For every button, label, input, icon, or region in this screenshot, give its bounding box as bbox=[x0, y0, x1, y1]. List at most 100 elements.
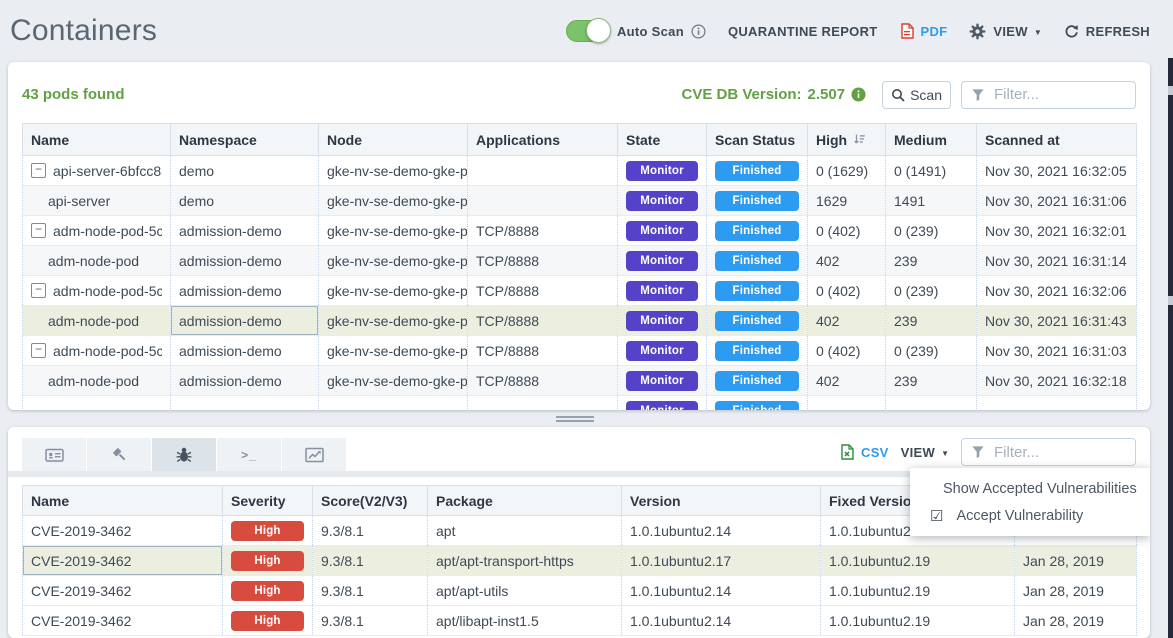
col-scanned-at[interactable]: Scanned at bbox=[976, 123, 1137, 156]
vuln-filter-input[interactable] bbox=[992, 442, 1126, 462]
severity-badge: High bbox=[231, 610, 304, 631]
collapse-icon[interactable]: − bbox=[31, 163, 46, 178]
vulnerabilities-panel: >_ bbox=[8, 427, 1150, 638]
header-controls: Auto Scan QUARANTINE REPORT PDF bbox=[565, 18, 1150, 43]
pod-row[interactable]: − adm-node-pod-5cff admission-demo gke-nv… bbox=[22, 275, 1137, 306]
menu-item-show-accepted[interactable]: Show Accepted Vulnerabilities bbox=[910, 475, 1150, 503]
scan-status-badge: Finished bbox=[715, 370, 799, 391]
page-title: Containers bbox=[10, 14, 158, 47]
splitter-handle-icon bbox=[556, 416, 594, 422]
col-name[interactable]: Name bbox=[22, 123, 171, 156]
detail-tabs: >_ bbox=[22, 438, 346, 471]
menu-item-label: Show Accepted Vulnerabilities bbox=[943, 481, 1137, 497]
col-applications[interactable]: Applications bbox=[467, 123, 618, 156]
collapse-icon[interactable]: − bbox=[31, 283, 46, 298]
scan-status-badge: Finished bbox=[715, 250, 799, 271]
cve-db-value: 2.507 bbox=[807, 86, 846, 103]
pods-count: 43 pods found bbox=[22, 86, 125, 103]
gavel-icon bbox=[113, 447, 126, 460]
pod-row[interactable]: − adm-node-pod-5cff admission-demo gke-nv… bbox=[22, 335, 1137, 366]
col-state[interactable]: State bbox=[617, 123, 707, 156]
col-high[interactable]: High bbox=[807, 123, 886, 156]
tab-vulnerabilities[interactable] bbox=[152, 438, 216, 471]
pod-row-selected[interactable]: adm-node-pod admission-demo gke-nv-se-de… bbox=[22, 305, 1137, 336]
search-icon bbox=[892, 88, 905, 102]
view-dropdown-menu: Show Accepted Vulnerabilities ☑ Accept V… bbox=[910, 468, 1150, 536]
scan-button[interactable]: Scan bbox=[882, 80, 951, 109]
scan-status-badge: Finished bbox=[715, 340, 799, 361]
state-badge: Monitor bbox=[626, 370, 698, 391]
pods-panel: 43 pods found CVE DB Version: 2.507 bbox=[8, 62, 1150, 410]
vuln-row[interactable]: CVE-2019-3462 High 9.3/8.1 apt/apt-utils… bbox=[22, 575, 1137, 606]
pod-row[interactable]: −api-server-6bfcc859 demo gke-nv-se-demo… bbox=[22, 155, 1137, 186]
pod-row[interactable]: Monitor Finished bbox=[22, 395, 1137, 410]
view-button[interactable]: VIEW ▼ bbox=[969, 23, 1042, 40]
quarantine-report-button[interactable]: QUARANTINE REPORT bbox=[728, 24, 878, 39]
menu-item-accept[interactable]: ☑ Accept Vulnerability bbox=[910, 503, 1150, 529]
pod-row[interactable]: api-server demo gke-nv-se-demo-gke-pr Mo… bbox=[22, 185, 1137, 216]
col-scan-status[interactable]: Scan Status bbox=[706, 123, 808, 156]
pods-filter bbox=[961, 80, 1136, 109]
vuln-toolbar-right: CSV VIEW ▼ bbox=[840, 438, 1136, 466]
auto-scan-toggle[interactable] bbox=[565, 18, 611, 43]
refresh-button[interactable]: REFRESH bbox=[1064, 24, 1150, 39]
pods-table: Name Namespace Node Applications State S… bbox=[22, 123, 1137, 410]
scan-status-badge: Finished bbox=[715, 310, 799, 331]
chevron-down-icon: ▼ bbox=[1033, 27, 1042, 37]
pod-row[interactable]: adm-node-pod admission-demo gke-nv-se-de… bbox=[22, 245, 1137, 276]
vuln-view-label: VIEW bbox=[900, 444, 936, 460]
cve-db-version: CVE DB Version: 2.507 bbox=[682, 86, 867, 103]
info-icon[interactable] bbox=[691, 23, 706, 39]
cve-db-label: CVE DB Version: bbox=[681, 86, 802, 103]
pods-filter-input[interactable] bbox=[992, 85, 1126, 104]
col-name[interactable]: Name bbox=[22, 485, 223, 516]
toggle-knob bbox=[585, 18, 611, 43]
severity-badge: High bbox=[231, 580, 304, 601]
filter-icon bbox=[972, 446, 984, 459]
col-version[interactable]: Version bbox=[621, 485, 821, 516]
vuln-view-button[interactable]: VIEW ▼ bbox=[901, 445, 949, 460]
severity-badge: High bbox=[231, 520, 304, 541]
auto-scan-control: Auto Scan bbox=[565, 18, 706, 43]
col-package[interactable]: Package bbox=[427, 485, 622, 516]
vuln-row-selected[interactable]: CVE-2019-3462 High 9.3/8.1 apt/apt-trans… bbox=[22, 545, 1137, 576]
vuln-filter bbox=[961, 438, 1136, 466]
state-badge: Monitor bbox=[626, 250, 698, 271]
chevron-down-icon: ▼ bbox=[941, 448, 949, 458]
csv-label: CSV bbox=[861, 444, 889, 460]
pod-row[interactable]: − adm-node-pod-5cff admission-demo gke-nv… bbox=[22, 215, 1137, 246]
vuln-row[interactable]: CVE-2019-3462 High 9.3/8.1 apt/libapt-in… bbox=[22, 605, 1137, 636]
collapse-icon[interactable]: − bbox=[31, 223, 46, 238]
state-badge: Monitor bbox=[626, 220, 698, 241]
sort-desc-icon bbox=[854, 134, 865, 144]
col-severity[interactable]: Severity bbox=[222, 485, 313, 516]
state-badge: Monitor bbox=[626, 190, 698, 211]
tab-console[interactable]: >_ bbox=[217, 438, 281, 471]
csv-file-icon bbox=[841, 444, 854, 460]
pod-row[interactable]: adm-node-pod admission-demo gke-nv-se-de… bbox=[22, 365, 1137, 396]
page-header: Containers Auto Scan QUARANTINE REPORT bbox=[0, 0, 1173, 62]
tab-details[interactable] bbox=[22, 438, 86, 471]
col-node[interactable]: Node bbox=[318, 123, 468, 156]
right-edge-strip bbox=[1168, 58, 1173, 638]
filter-icon bbox=[972, 88, 984, 101]
panel-splitter[interactable] bbox=[0, 411, 1150, 427]
csv-button[interactable]: CSV bbox=[840, 444, 889, 460]
tab-compliance[interactable] bbox=[87, 438, 151, 471]
scan-status-badge: Finished bbox=[715, 400, 799, 410]
col-medium[interactable]: Medium bbox=[885, 123, 977, 156]
col-score[interactable]: Score(V2/V3) bbox=[312, 485, 428, 516]
info-filled-icon[interactable] bbox=[851, 87, 866, 102]
col-namespace[interactable]: Namespace bbox=[170, 123, 319, 156]
vuln-toolbar: >_ bbox=[8, 427, 1150, 471]
pods-header-row: Name Namespace Node Applications State S… bbox=[22, 123, 1137, 156]
terminal-icon: >_ bbox=[241, 447, 257, 462]
collapse-icon[interactable]: − bbox=[31, 343, 46, 358]
state-badge: Monitor bbox=[626, 340, 698, 361]
state-badge: Monitor bbox=[626, 310, 698, 331]
scan-status-badge: Finished bbox=[715, 190, 799, 211]
tab-stats[interactable] bbox=[282, 438, 346, 471]
pdf-button[interactable]: PDF bbox=[900, 23, 948, 39]
scan-status-badge: Finished bbox=[715, 220, 799, 241]
